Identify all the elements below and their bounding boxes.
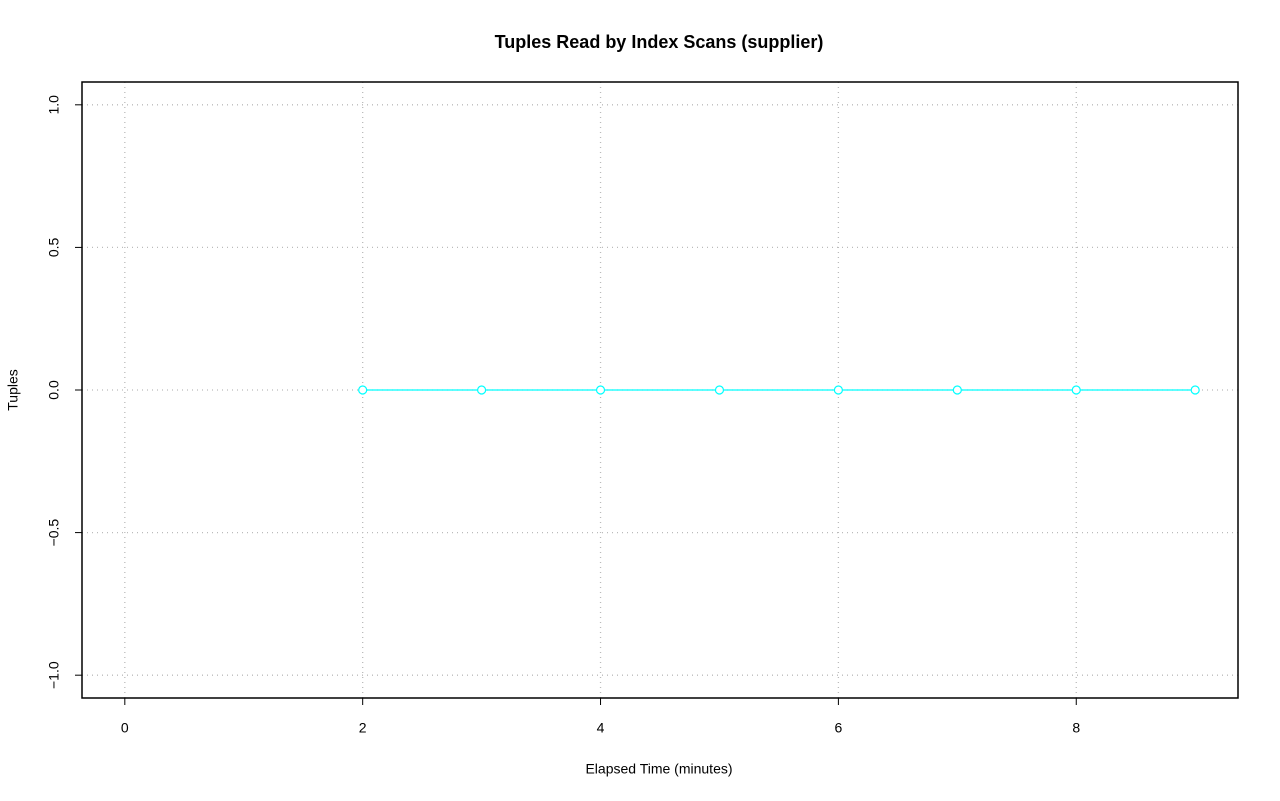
data-point [1071,385,1081,395]
data-point [833,385,843,395]
y-tick-label: −1.0 [46,661,62,689]
x-tick-label: 2 [359,720,367,736]
y-tick-label: 0.5 [46,237,62,257]
y-tick-label: 0.0 [46,380,62,400]
y-tick-label: −0.5 [46,519,62,547]
data-point [952,385,962,395]
data-point [477,385,487,395]
data-point [595,385,606,395]
x-tick-label: 0 [121,720,129,736]
x-tick-label: 8 [1072,720,1080,736]
x-tick-label: 6 [834,720,842,736]
data-point [714,385,725,395]
y-tick-label: 1.0 [46,95,62,115]
y-axis-label: Tuples [5,369,21,411]
x-tick-label: 4 [597,720,605,736]
x-axis-label: Elapsed Time (minutes) [585,761,732,777]
chart-title: Tuples Read by Index Scans (supplier) [495,32,824,52]
plot-frame [81,81,1239,699]
data-point [1190,385,1200,395]
data-point [358,385,368,395]
